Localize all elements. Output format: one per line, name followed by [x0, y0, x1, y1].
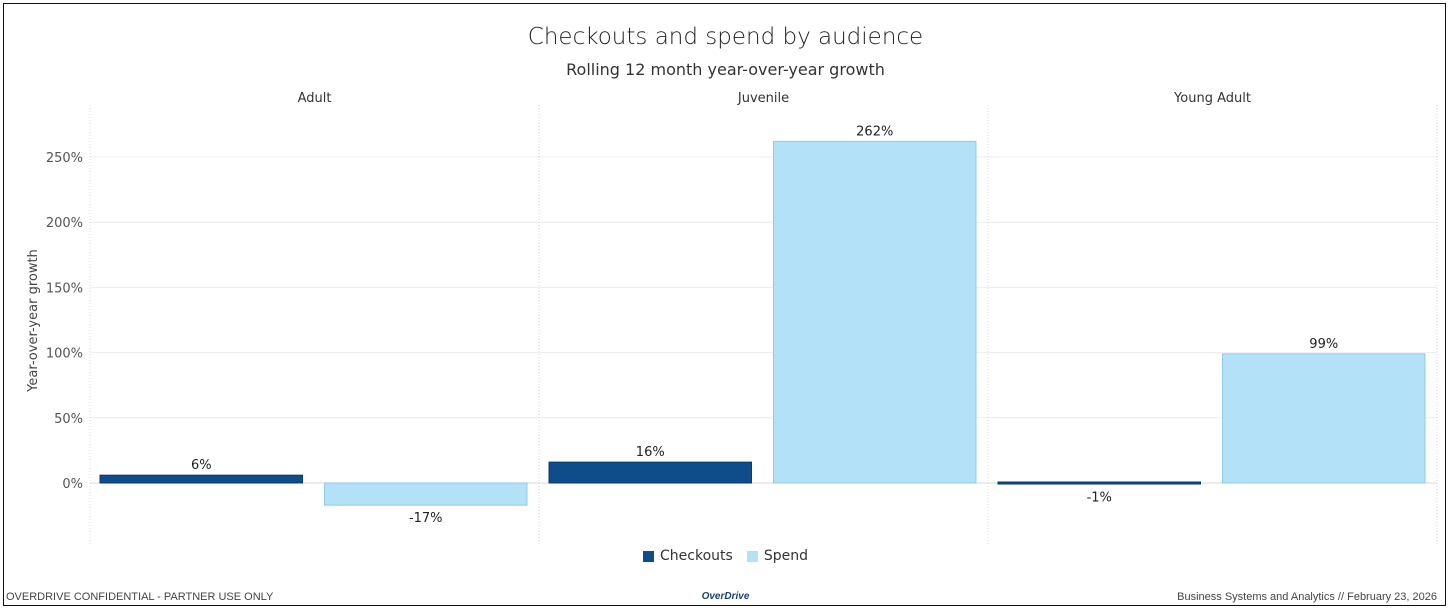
legend-label-spend: Spend	[763, 548, 808, 564]
y-tick-label: 200%	[46, 216, 83, 231]
bar-checkouts	[548, 461, 752, 484]
y-tick-label: 100%	[46, 347, 83, 362]
bar-spend	[324, 482, 528, 506]
panel-header: Young Adult	[1173, 91, 1251, 106]
y-tick-label: 50%	[54, 412, 83, 427]
legend-item-checkouts[interactable]: Checkouts	[643, 548, 733, 564]
bar-checkouts	[997, 481, 1201, 485]
data-label: 262%	[856, 124, 893, 139]
legend-swatch-spend	[746, 550, 758, 562]
footer-credit: Business Systems and Analytics // Februa…	[1177, 591, 1437, 603]
data-label: -1%	[1087, 490, 1112, 505]
overdrive-logo: OverDrive	[701, 591, 750, 602]
bar-spend	[1222, 353, 1426, 484]
data-label: 6%	[191, 458, 212, 473]
panel-header: Juvenile	[737, 91, 789, 106]
bar-spend	[773, 140, 977, 484]
y-axis-label: Year-over-year growth	[26, 249, 41, 393]
y-tick-label: 0%	[62, 477, 83, 492]
legend[interactable]: Checkouts Spend	[0, 548, 1451, 564]
data-label: 16%	[636, 445, 665, 460]
legend-swatch-checkouts	[643, 550, 655, 562]
data-label: -17%	[409, 511, 443, 526]
chart-frame	[3, 3, 1446, 606]
y-tick-label: 250%	[46, 151, 83, 166]
legend-item-spend[interactable]: Spend	[746, 548, 808, 564]
y-tick-label: 150%	[46, 281, 83, 296]
bar-checkouts	[99, 474, 303, 484]
legend-label-checkouts: Checkouts	[660, 548, 733, 564]
chart-subtitle: Rolling 12 month year-over-year growth	[566, 60, 885, 79]
chart-title: Checkouts and spend by audience	[527, 24, 924, 50]
confidential-notice: OVERDRIVE CONFIDENTIAL - PARTNER USE ONL…	[6, 591, 274, 603]
panel-header: Adult	[298, 91, 332, 106]
data-label: 99%	[1309, 337, 1338, 352]
